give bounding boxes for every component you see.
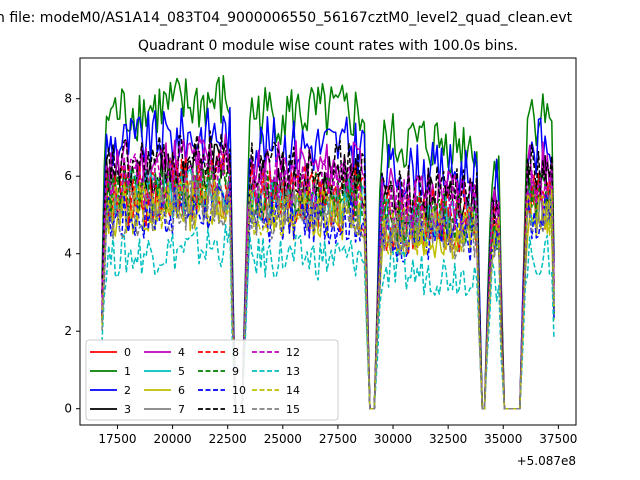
suptitle: n file: modeM0/AS1A14_083T04_9000006550_… [0, 10, 573, 26]
legend-label-0: 0 [124, 346, 131, 359]
x-tick-label: 27500 [319, 432, 357, 446]
series-line-15 [101, 180, 555, 410]
y-tick-label: 6 [64, 169, 72, 183]
legend-label-6: 6 [178, 384, 185, 397]
legend-label-11: 11 [232, 403, 246, 416]
series-line-9 [101, 162, 555, 410]
legend-label-9: 9 [232, 365, 239, 378]
legend-label-5: 5 [178, 365, 185, 378]
y-tick-label: 0 [64, 402, 72, 416]
y-tick-label: 2 [64, 324, 72, 338]
x-tick-label: 25000 [264, 432, 302, 446]
legend-label-13: 13 [286, 365, 300, 378]
legend-label-4: 4 [178, 346, 185, 359]
x-offset-label: +5.087e8 [517, 454, 576, 468]
x-tick-label: 20000 [153, 432, 191, 446]
x-axis: 17500 20000 22500 25000 27500 30000 32500 35000… [98, 425, 577, 446]
x-tick-label: 37500 [539, 432, 577, 446]
y-tick-label: 4 [64, 247, 72, 261]
legend-label-1: 1 [124, 365, 131, 378]
series-line-13 [101, 223, 555, 410]
legend-label-3: 3 [124, 403, 131, 416]
x-tick-label: 35000 [484, 432, 522, 446]
legend-label-2: 2 [124, 384, 131, 397]
series-line-12 [101, 146, 555, 410]
x-tick-label: 32500 [429, 432, 467, 446]
plot-frame [79, 57, 577, 426]
legend-label-12: 12 [286, 346, 300, 359]
y-axis: 0 2 4 6 8 [64, 92, 80, 416]
series-line-11 [101, 130, 555, 410]
legend-label-10: 10 [232, 384, 246, 397]
chart-title: Quadrant 0 module wise count rates with … [138, 38, 518, 54]
legend-label-7: 7 [178, 403, 185, 416]
series-line-1 [101, 75, 555, 410]
series-line-8 [101, 152, 555, 410]
legend-label-15: 15 [286, 403, 300, 416]
legend-box [85, 339, 339, 421]
legend-label-8: 8 [232, 346, 239, 359]
x-tick-label: 22500 [209, 432, 247, 446]
x-tick-label: 17500 [98, 432, 136, 446]
x-tick-label: 30000 [374, 432, 412, 446]
series-layer [101, 75, 555, 410]
legend-label-14: 14 [286, 384, 300, 397]
y-tick-label: 8 [64, 92, 72, 106]
